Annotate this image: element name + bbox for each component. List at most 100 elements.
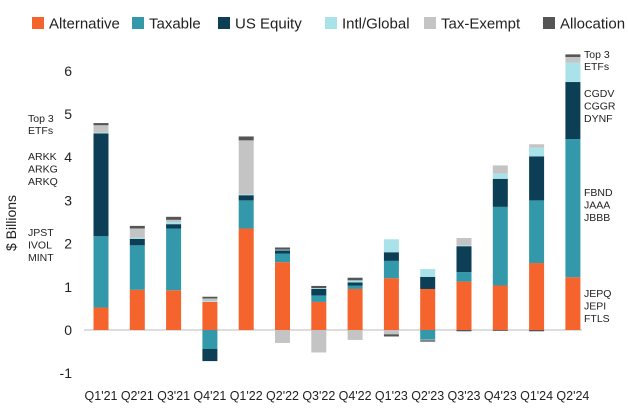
bar-stack-8	[383, 239, 399, 337]
bar-segment-intl-global	[420, 269, 436, 277]
x-tick-label: Q2'23	[411, 389, 444, 403]
bar-segment-taxable	[238, 200, 254, 229]
bar-segment-us-equity	[238, 195, 254, 201]
bar-segment-us-equity	[383, 252, 399, 261]
legend-swatch	[543, 17, 555, 29]
x-tick-label: Q4'21	[193, 389, 226, 403]
bar-segment-taxable	[93, 236, 109, 308]
bar-segment-allocation	[383, 334, 399, 337]
bar-segment-intl-global	[238, 194, 254, 196]
etf-ticker-label: CGGR	[584, 101, 616, 113]
bar-segment-tax-exempt	[456, 237, 472, 246]
bar-segment-alternative	[492, 285, 508, 330]
bar-segment-tax-exempt	[565, 56, 581, 63]
y-tick-label: 3	[64, 192, 72, 208]
x-tick-label: Q2'22	[266, 389, 299, 403]
legend-item-taxable: Taxable	[132, 16, 201, 33]
bar-segment-allocation	[565, 54, 581, 57]
y-tick-label: 2	[64, 236, 72, 252]
bar-segment-intl-global	[129, 237, 145, 239]
bar-segment-taxable	[347, 285, 363, 289]
etf-ticker-label: JEPQ	[584, 288, 611, 300]
legend-swatch	[132, 17, 144, 29]
bar-stack-0	[93, 123, 109, 330]
etf-ticker-label: IVOL	[28, 240, 52, 252]
legend-label: Taxable	[149, 16, 201, 33]
bar-stack-2	[166, 216, 182, 330]
bar-segment-intl-global	[275, 249, 290, 251]
bar-segment-intl-global	[347, 280, 363, 283]
y-tick-label: 0	[64, 322, 72, 338]
y-tick-label: 4	[64, 149, 72, 165]
etf-ticker-label: FBND	[584, 187, 613, 199]
x-tick-label: Q1'24	[520, 389, 553, 403]
y-axis-label: $ Billions	[3, 195, 19, 251]
bar-segment-us-equity	[202, 349, 218, 362]
bar-segment-us-equity	[565, 82, 581, 140]
bar-segment-alternative	[565, 277, 581, 330]
bar-segment-alternative	[93, 307, 109, 330]
bar-segment-alternative	[202, 301, 218, 330]
bar-segment-tax-exempt	[275, 330, 290, 343]
bar-segment-tax-exempt	[492, 165, 508, 174]
etf-ticker-label: JPST	[28, 227, 54, 239]
etf-ticker-label: ARKG	[28, 164, 58, 176]
etf-ticker-label: DYNF	[584, 113, 613, 125]
legend-item-tax-exempt: Tax-Exempt	[424, 16, 521, 33]
legend-swatch	[218, 17, 230, 29]
bar-segment-intl-global	[529, 147, 545, 157]
x-tick-label: Q2'21	[121, 389, 154, 403]
bar-segment-taxable	[420, 330, 436, 340]
bar-stack-11	[492, 165, 508, 331]
legend-item-alternative: Alternative	[32, 16, 120, 33]
bar-segment-allocation	[166, 216, 182, 220]
bar-segment-us-equity	[275, 250, 290, 254]
y-tick-label: -1	[60, 365, 73, 381]
x-tick-label: Q3'22	[302, 389, 335, 403]
bar-segment-us-equity	[93, 133, 109, 237]
bar-segment-tax-exempt	[420, 339, 436, 341]
legend-swatch	[325, 17, 337, 29]
x-tick-label: Q3'23	[448, 389, 481, 403]
bar-segment-allocation	[347, 277, 363, 281]
bar-segment-us-equity	[529, 156, 545, 201]
bar-segment-us-equity	[492, 178, 508, 207]
bar-segment-tax-exempt	[311, 330, 327, 353]
etf-ticker-label: FTLS	[584, 313, 610, 325]
bar-segment-taxable	[311, 295, 327, 302]
bar-segment-taxable	[529, 200, 545, 264]
bar-segment-intl-global	[311, 288, 327, 289]
bar-segment-allocation	[238, 136, 254, 141]
bar-segment-intl-global	[565, 62, 581, 83]
y-tick-label: 6	[64, 63, 72, 79]
bar-stack-10	[456, 237, 472, 332]
bar-stack-7	[347, 277, 363, 340]
etf-ticker-label: JAAA	[584, 200, 610, 212]
legend-swatch	[424, 17, 436, 29]
x-tick-label: Q3'21	[157, 389, 190, 403]
bar-segment-tax-exempt	[93, 125, 109, 133]
bar-segment-alternative	[529, 263, 545, 330]
y-tick-label: 1	[64, 279, 72, 295]
bar-segment-allocation	[275, 247, 290, 250]
bar-segment-alternative	[383, 278, 399, 330]
bar-segment-tax-exempt	[129, 228, 145, 238]
bar-segment-allocation	[202, 296, 218, 299]
bar-segment-taxable	[202, 330, 218, 350]
legend-item-allocation: Allocation	[543, 16, 625, 33]
x-tick-label: Q1'22	[230, 389, 263, 403]
bar-segment-us-equity	[420, 276, 436, 289]
bar-segment-intl-global	[93, 132, 109, 134]
bar-segment-tax-exempt	[166, 219, 182, 222]
legend-item-us-equity: US Equity	[218, 16, 302, 33]
bar-segment-us-equity	[166, 224, 182, 229]
legend-label: Allocation	[560, 16, 625, 33]
bar-segment-alternative	[238, 228, 254, 330]
bar-segment-allocation	[129, 225, 145, 229]
bar-segment-alternative	[166, 290, 182, 330]
bar-stack-4	[238, 136, 254, 330]
bar-segment-alternative	[311, 301, 327, 330]
bar-stack-12	[529, 144, 545, 332]
